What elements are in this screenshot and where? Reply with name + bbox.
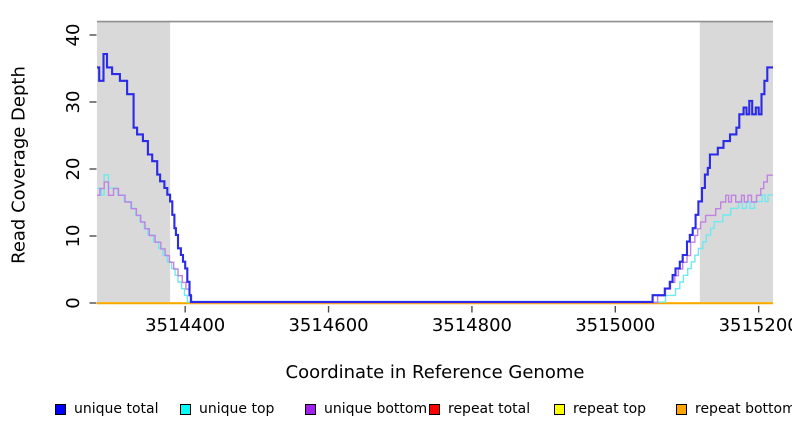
legend-item-repeat-top: repeat top (554, 398, 646, 420)
x-axis-tick-label: 3514400 (145, 315, 225, 336)
series-unique-bottom-line (97, 174, 773, 304)
legend-label: unique total (74, 401, 159, 417)
y-axis-tick-label: 30 (63, 91, 84, 114)
legend: unique total unique top unique bottom repea… (0, 398, 792, 422)
legend-item-repeat-bottom: repeat bottom (676, 398, 792, 420)
legend-label: unique top (199, 401, 275, 417)
legend-item-unique-top: unique top (180, 398, 274, 420)
legend-swatch-icon (55, 403, 66, 415)
legend-swatch-icon (429, 403, 440, 415)
x-axis-title: Coordinate in Reference Genome (285, 362, 585, 383)
legend-swatch-icon (180, 403, 191, 415)
y-axis-tick-label: 20 (63, 158, 84, 181)
x-axis-tick-label: 3514600 (288, 315, 368, 336)
legend-label: repeat top (573, 401, 647, 417)
legend-swatch-icon (676, 403, 687, 415)
y-axis-title: Read Coverage Depth (8, 66, 30, 264)
legend-item-unique-bottom: unique bottom (305, 398, 427, 420)
legend-item-unique-total: unique total (55, 398, 158, 420)
series-unique-total-line (97, 52, 773, 303)
legend-label: repeat total (448, 401, 531, 417)
legend-label: repeat bottom (695, 401, 792, 417)
y-axis-tick-label: 10 (63, 225, 84, 248)
y-axis-tick-label: 40 (63, 24, 84, 47)
x-axis-tick-label: 3514800 (432, 315, 512, 336)
highlight-band-right (699, 21, 773, 304)
legend-item-repeat-total: repeat total (429, 398, 530, 420)
legend-label: unique bottom (324, 401, 428, 417)
legend-swatch-icon (554, 403, 565, 415)
y-axis-tick-label: 0 (63, 297, 84, 308)
legend-swatch-icon (305, 403, 316, 415)
x-axis-tick-label: 3515200 (719, 315, 792, 336)
x-axis-tick-label: 3515000 (575, 315, 655, 336)
